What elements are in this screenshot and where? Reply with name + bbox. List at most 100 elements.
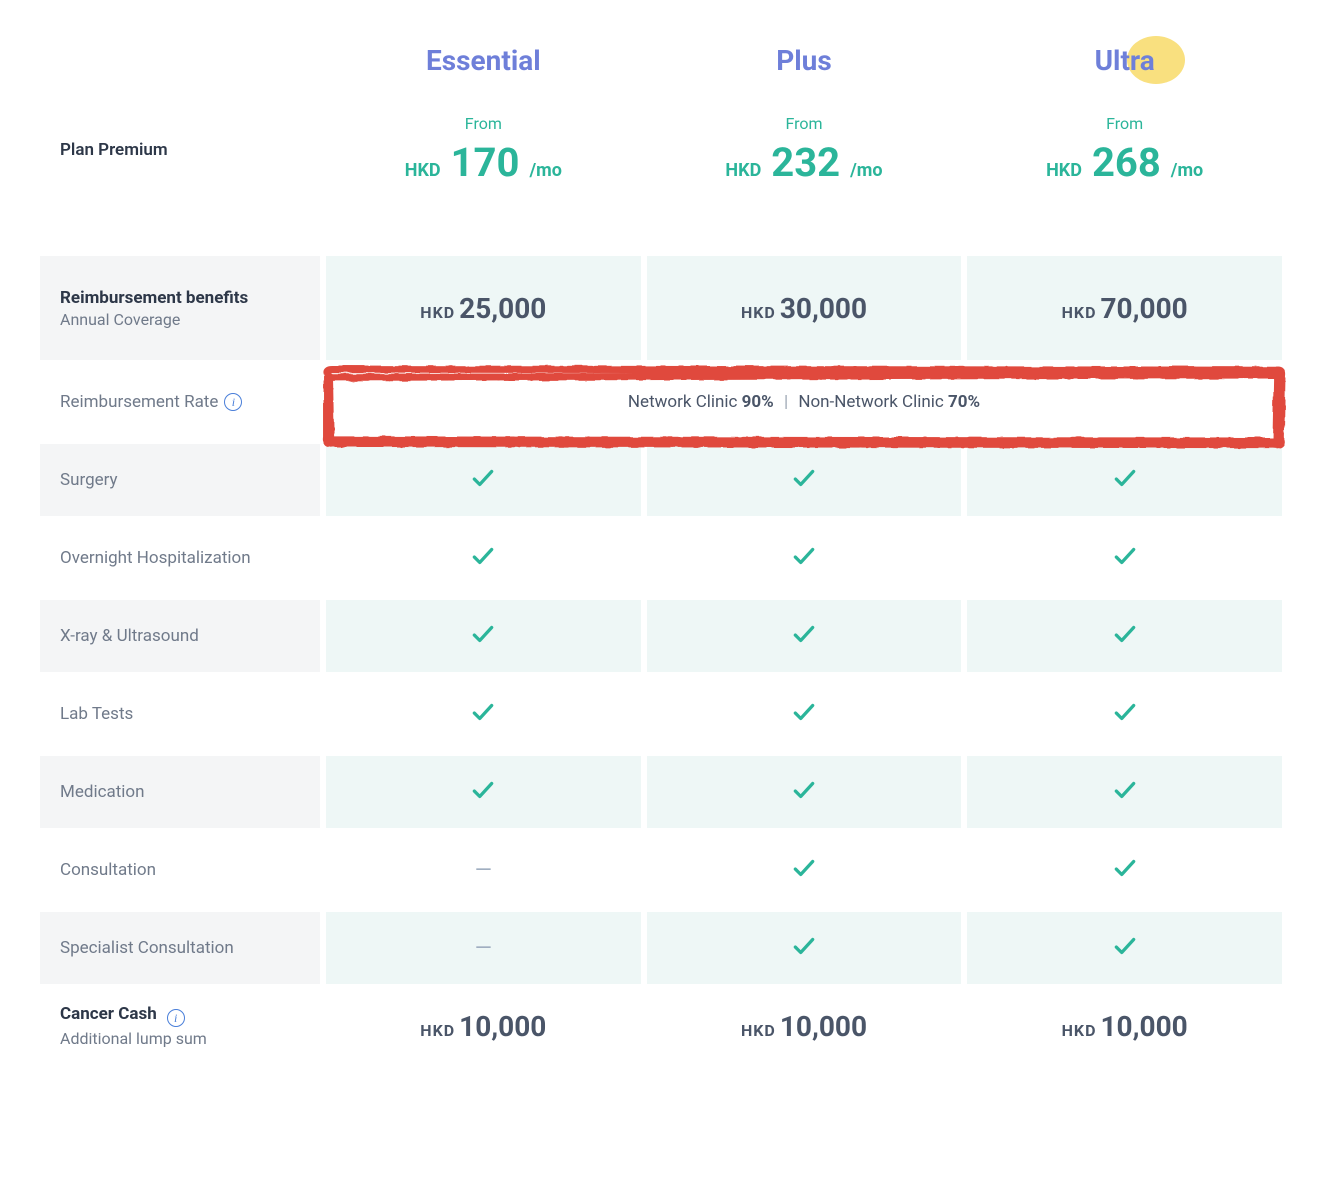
plan-header-row: Essential Plus Ultra <box>40 30 1282 90</box>
check-icon <box>1112 465 1138 495</box>
check-icon <box>470 699 496 729</box>
plan-name-text: Ultra <box>1095 44 1155 77</box>
rate-value-cell: Network Clinic 90% | Non-Network Clinic … <box>326 366 1282 438</box>
cancer-subtitle: Additional lump sum <box>60 1029 300 1048</box>
feature-value-cell <box>647 756 962 828</box>
premium-ultra: From HKD 268 /mo <box>967 114 1282 186</box>
feature-row: X-ray & Ultrasound <box>40 600 1282 672</box>
check-icon <box>791 621 817 651</box>
feature-row: Surgery <box>40 444 1282 516</box>
currency-label: HKD <box>420 303 455 322</box>
rate-label: Reimbursement Rate <box>60 392 218 412</box>
plan-premium-label-cell: Plan Premium <box>40 114 320 186</box>
currency-label: HKD <box>1062 1021 1097 1040</box>
feature-label: Overnight Hospitalization <box>60 548 300 568</box>
feature-label: Consultation <box>60 860 300 880</box>
currency-label: HKD <box>741 1021 776 1040</box>
currency-label: HKD <box>420 1021 455 1040</box>
price-amount: 268 <box>1092 139 1161 186</box>
check-icon <box>470 777 496 807</box>
dash-icon: — <box>475 858 492 883</box>
feature-label-cell: Lab Tests <box>40 678 320 750</box>
price-unit: /mo <box>850 160 882 181</box>
info-icon[interactable]: i <box>224 393 242 411</box>
coverage-amount: 25,000 <box>459 292 546 325</box>
coverage-amount: 30,000 <box>780 292 867 325</box>
feature-value-cell <box>647 912 962 984</box>
check-icon <box>1112 933 1138 963</box>
cancer-label-cell: Cancer Cash i Additional lump sum <box>40 990 320 1062</box>
feature-value-cell <box>967 522 1282 594</box>
feature-value-cell <box>647 522 962 594</box>
coverage-ultra: HKD70,000 <box>967 256 1282 360</box>
plan-header-plus: Plus <box>647 30 962 90</box>
feature-value-cell <box>967 756 1282 828</box>
check-icon <box>1112 543 1138 573</box>
cancer-amount: 10,000 <box>459 1010 546 1043</box>
check-icon <box>470 465 496 495</box>
from-label: From <box>1106 114 1143 133</box>
plan-header-ultra: Ultra <box>967 30 1282 90</box>
cancer-amount: 10,000 <box>780 1010 867 1043</box>
feature-label-cell: X-ray & Ultrasound <box>40 600 320 672</box>
feature-label-cell: Medication <box>40 756 320 828</box>
reimbursement-title: Reimbursement benefits <box>60 288 300 308</box>
cancer-title: Cancer Cash <box>60 1004 157 1024</box>
check-icon <box>1112 699 1138 729</box>
dash-icon: — <box>475 936 492 961</box>
coverage-amount: 70,000 <box>1100 292 1187 325</box>
feature-value-cell <box>647 678 962 750</box>
feature-label: Surgery <box>60 470 300 490</box>
reimbursement-label-cell: Reimbursement benefits Annual Coverage <box>40 256 320 360</box>
price-line: HKD 268 /mo <box>1046 139 1203 186</box>
plan-name-label: Plus <box>776 44 832 77</box>
plan-header-essential: Essential <box>326 30 641 90</box>
cancer-plus: HKD10,000 <box>647 990 962 1062</box>
cancer-amount: 10,000 <box>1100 1010 1187 1043</box>
check-icon <box>791 777 817 807</box>
feature-value-cell <box>967 600 1282 672</box>
check-icon <box>791 543 817 573</box>
price-currency: HKD <box>725 160 761 181</box>
feature-value-cell: — <box>326 912 641 984</box>
rate-label-cell: Reimbursement Rate i <box>40 366 320 438</box>
feature-value-cell <box>647 444 962 516</box>
feature-value-cell <box>326 522 641 594</box>
empty-header-cell <box>40 30 320 90</box>
rate-text: Network Clinic 90% | Non-Network Clinic … <box>628 392 980 412</box>
feature-label-cell: Consultation <box>40 834 320 906</box>
feature-row: Consultation — <box>40 834 1282 906</box>
feature-label-cell: Surgery <box>40 444 320 516</box>
info-icon[interactable]: i <box>167 1009 185 1027</box>
price-currency: HKD <box>405 160 441 181</box>
price-line: HKD 232 /mo <box>725 139 882 186</box>
feature-row: Specialist Consultation — <box>40 912 1282 984</box>
feature-value-cell <box>967 834 1282 906</box>
price-unit: /mo <box>529 160 561 181</box>
check-icon <box>470 621 496 651</box>
from-label: From <box>785 114 822 133</box>
reimbursement-benefits-row: Reimbursement benefits Annual Coverage H… <box>40 256 1282 360</box>
check-icon <box>791 933 817 963</box>
plan-name-label: Ultra <box>1095 44 1155 77</box>
feature-row: Lab Tests <box>40 678 1282 750</box>
feature-value-cell: — <box>326 834 641 906</box>
from-label: From <box>465 114 502 133</box>
plan-premium-row: Plan Premium From HKD 170 /mo From HKD 2… <box>40 114 1282 186</box>
feature-label-cell: Specialist Consultation <box>40 912 320 984</box>
premium-plus: From HKD 232 /mo <box>647 114 962 186</box>
network-label: Network Clinic <box>628 392 738 412</box>
feature-value-cell <box>326 600 641 672</box>
feature-label-cell: Overnight Hospitalization <box>40 522 320 594</box>
price-unit: /mo <box>1171 160 1203 181</box>
feature-value-cell <box>647 834 962 906</box>
coverage-plus: HKD30,000 <box>647 256 962 360</box>
cancer-cash-row: Cancer Cash i Additional lump sum HKD10,… <box>40 990 1282 1062</box>
price-currency: HKD <box>1046 160 1082 181</box>
reimbursement-subtitle: Annual Coverage <box>60 310 300 329</box>
feature-row: Overnight Hospitalization <box>40 522 1282 594</box>
feature-rows-container: Surgery Overnight Hospitalization X-ray & … <box>40 444 1282 984</box>
price-line: HKD 170 /mo <box>405 139 562 186</box>
currency-label: HKD <box>741 303 776 322</box>
cancer-ultra: HKD10,000 <box>967 990 1282 1062</box>
